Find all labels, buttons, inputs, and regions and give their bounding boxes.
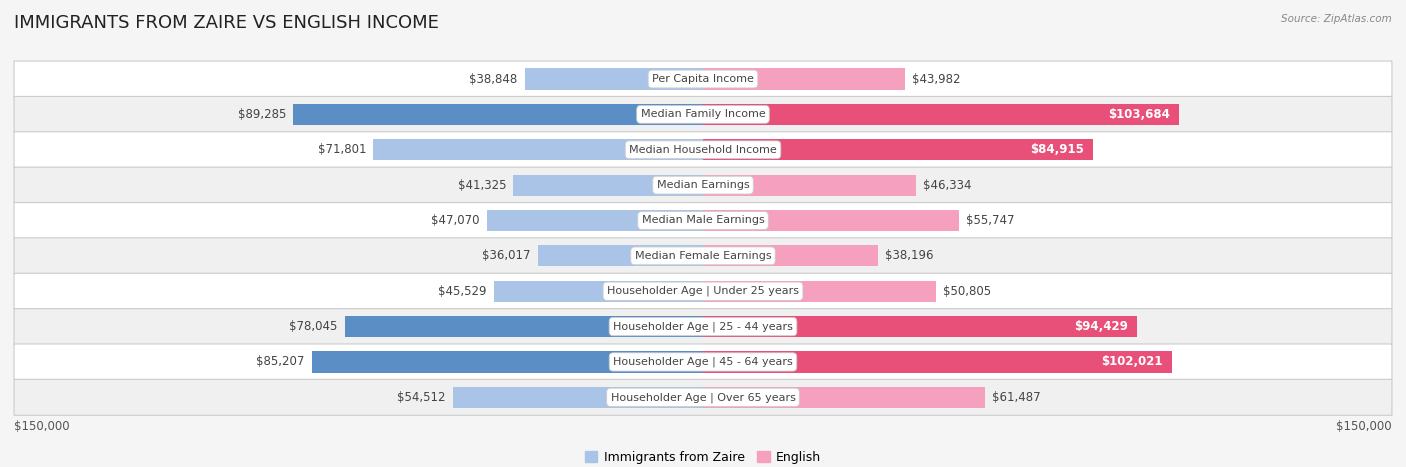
Text: $89,285: $89,285 bbox=[238, 108, 285, 121]
FancyBboxPatch shape bbox=[14, 132, 1392, 168]
FancyBboxPatch shape bbox=[14, 96, 1392, 132]
Text: $78,045: $78,045 bbox=[290, 320, 337, 333]
FancyBboxPatch shape bbox=[14, 238, 1392, 274]
Text: Median Earnings: Median Earnings bbox=[657, 180, 749, 190]
Text: $84,915: $84,915 bbox=[1031, 143, 1084, 156]
Text: $85,207: $85,207 bbox=[256, 355, 305, 368]
FancyBboxPatch shape bbox=[14, 309, 1392, 345]
Bar bbox=[703, 387, 986, 408]
Bar bbox=[344, 316, 703, 337]
Bar bbox=[703, 175, 915, 196]
Bar bbox=[453, 387, 703, 408]
Text: $38,196: $38,196 bbox=[886, 249, 934, 262]
Text: $103,684: $103,684 bbox=[1108, 108, 1170, 121]
Bar bbox=[312, 351, 703, 373]
Legend: Immigrants from Zaire, English: Immigrants from Zaire, English bbox=[579, 446, 827, 467]
Text: Householder Age | Under 25 years: Householder Age | Under 25 years bbox=[607, 286, 799, 297]
Bar bbox=[703, 281, 936, 302]
Bar bbox=[703, 351, 1171, 373]
Text: Householder Age | Over 65 years: Householder Age | Over 65 years bbox=[610, 392, 796, 403]
Bar bbox=[703, 210, 959, 231]
Bar bbox=[703, 69, 905, 90]
Bar bbox=[292, 104, 703, 125]
FancyBboxPatch shape bbox=[14, 379, 1392, 415]
Text: Median Family Income: Median Family Income bbox=[641, 109, 765, 120]
Bar bbox=[373, 139, 703, 160]
Text: Median Household Income: Median Household Income bbox=[628, 145, 778, 155]
Bar bbox=[703, 139, 1092, 160]
Text: Householder Age | 45 - 64 years: Householder Age | 45 - 64 years bbox=[613, 357, 793, 367]
Text: $47,070: $47,070 bbox=[432, 214, 479, 227]
Text: Median Female Earnings: Median Female Earnings bbox=[634, 251, 772, 261]
Text: $61,487: $61,487 bbox=[993, 391, 1040, 404]
Bar bbox=[537, 245, 703, 267]
Text: $45,529: $45,529 bbox=[439, 285, 486, 298]
Text: $71,801: $71,801 bbox=[318, 143, 367, 156]
Text: Householder Age | 25 - 44 years: Householder Age | 25 - 44 years bbox=[613, 321, 793, 332]
Text: $46,334: $46,334 bbox=[922, 178, 972, 191]
FancyBboxPatch shape bbox=[14, 167, 1392, 203]
Bar bbox=[513, 175, 703, 196]
FancyBboxPatch shape bbox=[14, 273, 1392, 309]
Text: $55,747: $55,747 bbox=[966, 214, 1015, 227]
Text: $41,325: $41,325 bbox=[458, 178, 506, 191]
Text: $38,848: $38,848 bbox=[470, 72, 517, 85]
Text: Median Male Earnings: Median Male Earnings bbox=[641, 215, 765, 226]
Text: Per Capita Income: Per Capita Income bbox=[652, 74, 754, 84]
Text: Source: ZipAtlas.com: Source: ZipAtlas.com bbox=[1281, 14, 1392, 24]
Text: $43,982: $43,982 bbox=[912, 72, 960, 85]
Text: $150,000: $150,000 bbox=[1336, 420, 1392, 433]
Text: $50,805: $50,805 bbox=[943, 285, 991, 298]
Text: $54,512: $54,512 bbox=[398, 391, 446, 404]
Bar bbox=[486, 210, 703, 231]
Text: IMMIGRANTS FROM ZAIRE VS ENGLISH INCOME: IMMIGRANTS FROM ZAIRE VS ENGLISH INCOME bbox=[14, 14, 439, 32]
Text: $150,000: $150,000 bbox=[14, 420, 70, 433]
Bar bbox=[703, 316, 1136, 337]
Bar bbox=[703, 245, 879, 267]
Bar bbox=[524, 69, 703, 90]
FancyBboxPatch shape bbox=[14, 203, 1392, 239]
FancyBboxPatch shape bbox=[14, 61, 1392, 97]
Text: $94,429: $94,429 bbox=[1074, 320, 1128, 333]
Text: $36,017: $36,017 bbox=[482, 249, 530, 262]
Text: $102,021: $102,021 bbox=[1101, 355, 1163, 368]
FancyBboxPatch shape bbox=[14, 344, 1392, 380]
Bar bbox=[494, 281, 703, 302]
Bar bbox=[703, 104, 1180, 125]
